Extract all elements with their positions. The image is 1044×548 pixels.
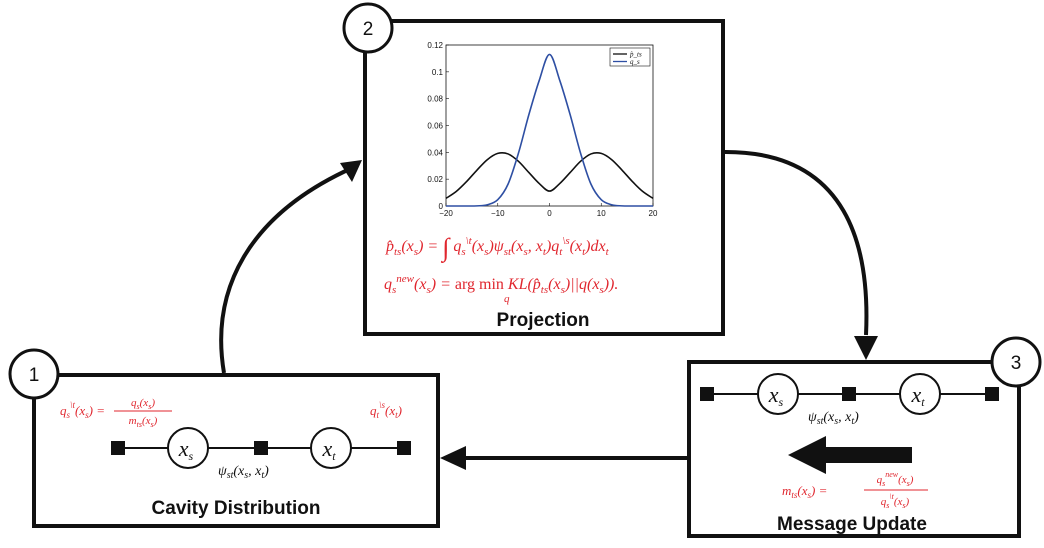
svg-text:qs(xs): qs(xs) <box>131 397 155 411</box>
step-2-number: 2 <box>363 19 374 40</box>
y-tick-label: 0.08 <box>427 95 443 104</box>
cavity-title: Cavity Distribution <box>152 498 321 519</box>
svg-text:q: q <box>504 293 510 305</box>
y-tick-label: 0 <box>439 202 444 211</box>
factor-square-left <box>111 441 125 455</box>
chart-series <box>445 53 654 207</box>
projection-chart: 0 0.02 0.04 0.06 0.08 0.1 0.12 −20 −10 0 10 20 p̂_… <box>427 41 658 218</box>
y-tick-label: 0.04 <box>427 148 443 157</box>
step-3-badge <box>990 336 1042 388</box>
legend-label-q: q_s <box>630 58 640 66</box>
cavity-factor-graph: xs xt ψst(xs, xt) <box>111 427 411 481</box>
projection-equation-2: qsnew(xs) = arg min KL(p̂ts(xs)||q(xs)).… <box>384 273 618 305</box>
message-direction-arrow <box>788 436 912 474</box>
svg-text:mts(xs): mts(xs) <box>129 415 158 429</box>
arrow-2-to-3-head <box>854 336 878 360</box>
cycle-arrows <box>219 149 878 470</box>
node-xt <box>310 427 352 469</box>
svg-text:qt\s(xt): qt\s(xt) <box>370 400 402 420</box>
arrow-3-to-1-head <box>440 446 466 470</box>
projection-box: 2 0 0.02 0.04 0.06 0.08 0.1 0.12 −20 −10 0 10 20 p… <box>342 2 725 336</box>
plot-frame <box>445 44 654 207</box>
y-tick-label: 0.12 <box>427 41 443 50</box>
step-1-badge <box>8 348 60 400</box>
x-tick-label: −10 <box>491 209 505 218</box>
series-line-p-hat <box>445 152 654 200</box>
factor-square-right <box>397 441 411 455</box>
y-tick-label: 0.06 <box>427 122 443 131</box>
arrow-2-to-3 <box>721 149 869 336</box>
cavity-box: 1 qs\t(xs) = qs(xs) mts(xs) qt\s(xt) xs … <box>8 348 440 528</box>
message-factor-label: ψst(xs, xt) <box>808 410 859 427</box>
x-tick-label: −20 <box>439 209 453 218</box>
y-tick-label: 0.02 <box>427 175 443 184</box>
arrow-1-to-2-head <box>340 160 362 182</box>
step-3-number: 3 <box>1011 353 1022 374</box>
cavity-equation-qt: qt\s(xt) <box>370 400 402 420</box>
node-xs <box>167 427 209 469</box>
series-line-q <box>446 53 653 207</box>
factor-square-middle <box>842 387 856 401</box>
legend-label-p: p̂_ts <box>629 51 642 59</box>
step-1-number: 1 <box>29 365 40 386</box>
x-tick-label: 20 <box>649 209 658 218</box>
x-tick-label: 10 <box>597 209 606 218</box>
message-update-box: 3 xs xt ψst(xs, xt) mts(xs) = qsnew(xs) … <box>687 336 1042 538</box>
factor-square-left <box>700 387 714 401</box>
svg-text:mts(xs) =: mts(xs) = <box>782 483 827 500</box>
y-tick-label: 0.1 <box>432 68 444 77</box>
node-xt <box>899 373 941 415</box>
step-2-badge <box>342 2 394 54</box>
chart-legend: p̂_ts q_s <box>609 47 651 67</box>
factor-square-right <box>985 387 999 401</box>
x-tick-label: 0 <box>547 209 552 218</box>
svg-text:qsnew(xs) = arg min KL(p̂ts(xs: qsnew(xs) = arg min KL(p̂ts(xs)||q(xs)). <box>384 273 618 296</box>
message-update-title: Message Update <box>777 514 927 535</box>
message-factor-graph: xs xt ψst(xs, xt) <box>700 373 999 427</box>
arrow-1-to-2 <box>219 166 353 374</box>
factor-square-middle <box>254 441 268 455</box>
node-xs <box>757 373 799 415</box>
projection-title: Projection <box>497 310 590 331</box>
